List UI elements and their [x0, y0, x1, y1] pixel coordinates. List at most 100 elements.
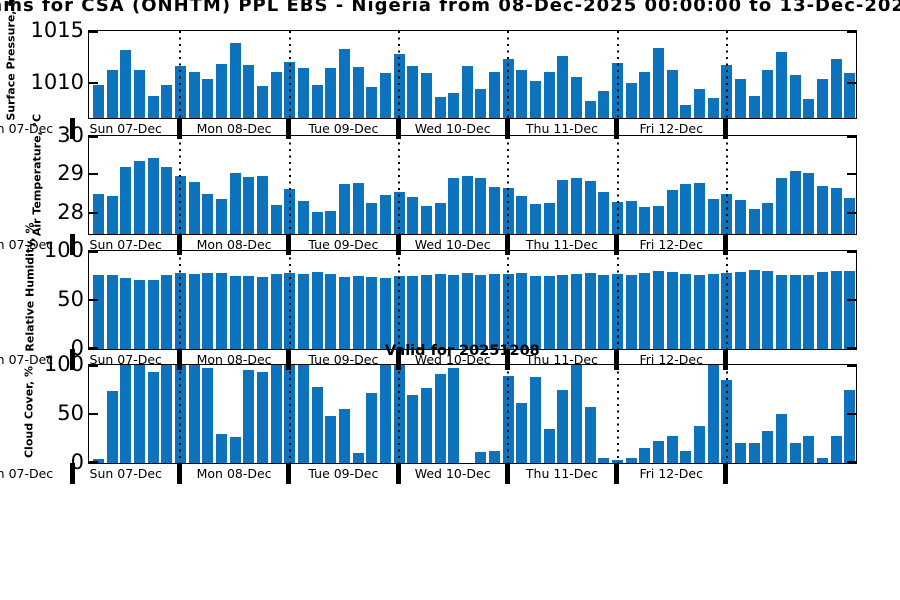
bar — [215, 433, 227, 463]
bar — [694, 182, 706, 234]
bar — [161, 166, 173, 234]
day-gridline — [398, 365, 401, 463]
bar — [243, 177, 255, 234]
bar — [694, 89, 706, 118]
bar — [475, 89, 487, 118]
bar — [830, 187, 842, 234]
day-label: Thu 11-Dec — [525, 237, 598, 252]
cloud-plot-area — [89, 365, 856, 463]
day-label-row: Sun 07-Dec Sun 07-Dec Mon 08-Dec Tue 09-Dec… — [0, 118, 900, 140]
day-separator — [286, 234, 292, 255]
y-tick-mark — [847, 136, 856, 138]
bar — [256, 277, 268, 349]
bar — [338, 409, 350, 463]
bar — [735, 271, 747, 349]
bar — [161, 84, 173, 118]
day-gridline — [179, 251, 182, 349]
bar — [434, 202, 446, 234]
bar — [256, 371, 268, 463]
day-separator — [176, 463, 182, 484]
day-gridline — [507, 31, 510, 118]
bar — [366, 86, 378, 118]
bar — [653, 206, 665, 234]
day-separator — [69, 463, 75, 484]
bar — [735, 78, 747, 118]
day-separator — [723, 463, 729, 484]
bar — [379, 194, 391, 234]
bar — [694, 274, 706, 349]
bar — [543, 428, 555, 463]
day-separator — [286, 349, 292, 370]
y-tick-mark — [847, 299, 856, 301]
bar — [297, 68, 309, 118]
bar — [639, 207, 651, 234]
bar — [748, 443, 760, 463]
bar — [407, 275, 419, 349]
bar — [816, 271, 828, 349]
day-label: Mon 08-Dec — [196, 237, 272, 252]
day-gridline — [725, 136, 728, 234]
day-label-clipped: Sun 07-Dec — [0, 121, 54, 136]
bar — [461, 176, 473, 234]
bar — [707, 98, 719, 118]
day-separator — [504, 349, 510, 370]
bar — [543, 72, 555, 118]
bar — [762, 430, 774, 463]
bar — [229, 173, 241, 234]
bar — [106, 391, 118, 463]
bar — [489, 273, 501, 349]
bar — [803, 435, 815, 463]
bar — [625, 274, 637, 349]
bar — [584, 272, 596, 349]
bar — [584, 101, 596, 118]
bar — [543, 275, 555, 349]
bar — [653, 47, 665, 118]
bar — [215, 272, 227, 349]
bar — [461, 272, 473, 349]
bar — [653, 270, 665, 349]
bar — [366, 202, 378, 234]
bar — [188, 72, 200, 118]
bar — [475, 274, 487, 349]
bar — [256, 175, 268, 234]
y-tick-mark — [847, 347, 856, 349]
bar — [598, 191, 610, 234]
bar — [325, 210, 337, 234]
day-label: Sun 07-Dec — [89, 237, 162, 252]
day-gridline — [725, 251, 728, 349]
day-gridline — [616, 251, 619, 349]
bar — [735, 443, 747, 463]
day-label: Sun 07-Dec — [89, 466, 162, 481]
bar — [120, 278, 132, 349]
bar — [215, 64, 227, 118]
day-label: Fri 12-Dec — [639, 352, 703, 367]
bar — [694, 425, 706, 463]
bar — [93, 193, 104, 234]
bar — [830, 435, 842, 463]
day-gridline — [288, 365, 291, 463]
bar — [338, 277, 350, 349]
valid-for-label: Valid for 20251208 — [385, 343, 540, 359]
bar — [776, 178, 787, 234]
bar — [366, 277, 378, 349]
bar — [707, 365, 719, 463]
day-label: Thu 11-Dec — [525, 121, 598, 136]
day-label: Tue 09-Dec — [308, 237, 379, 252]
day-label: Fri 12-Dec — [639, 237, 703, 252]
bar — [516, 403, 528, 463]
bar — [270, 72, 282, 118]
bar — [598, 274, 610, 349]
y-tick-mark — [847, 461, 856, 463]
bar — [229, 43, 241, 118]
y-axis-label-pressure: Surface Pressure, mb — [4, 0, 18, 121]
day-separator — [504, 234, 510, 255]
day-label-row: Sun 07-Dec Sun 07-Dec Mon 08-Dec Tue 09-Dec… — [0, 463, 900, 485]
bar — [557, 274, 569, 349]
bar — [557, 55, 569, 118]
bar — [776, 274, 787, 349]
bar — [243, 65, 255, 118]
bar — [311, 212, 323, 234]
bar — [93, 274, 104, 349]
bar — [420, 206, 432, 234]
